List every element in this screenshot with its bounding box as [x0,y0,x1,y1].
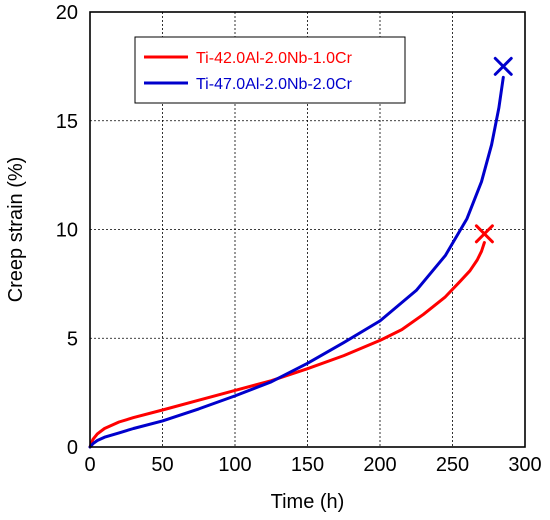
x-tick-label: 100 [218,454,251,476]
x-tick-label: 300 [508,454,541,476]
series-line-2 [88,75,505,449]
fracture-markers [474,56,513,244]
series-line-1 [88,241,486,449]
x-tick-label: 250 [436,454,469,476]
y-tick-label: 10 [56,220,78,242]
y-tick-label: 20 [56,2,78,24]
x-axis-label: Time (h) [271,491,345,513]
y-tick-labels: 0 5 10 15 20 [56,2,78,459]
series-layer [88,75,505,449]
legend-label-1: Ti-42.0Al-2.0Nb-1.0Cr [196,50,353,67]
y-tick-label: 5 [67,328,78,350]
x-tick-label: 200 [363,454,396,476]
y-tick-label: 0 [67,437,78,459]
y-axis-label: Creep strain (%) [5,157,27,303]
x-tick-labels: 0 50 100 150 200 250 300 [84,454,541,476]
y-tick-label: 15 [56,111,78,133]
legend: Ti-42.0Al-2.0Nb-1.0Cr Ti-47.0Al-2.0Nb-2.0… [134,36,406,104]
fracture-marker-2 [493,56,513,76]
x-tick-label: 50 [151,454,173,476]
x-tick-label: 0 [84,454,95,476]
x-tick-label: 150 [291,454,324,476]
fracture-marker-1 [474,224,494,244]
legend-box [134,36,406,104]
legend-label-2: Ti-47.0Al-2.0Nb-2.0Cr [196,76,353,93]
plot-frame [89,11,526,448]
